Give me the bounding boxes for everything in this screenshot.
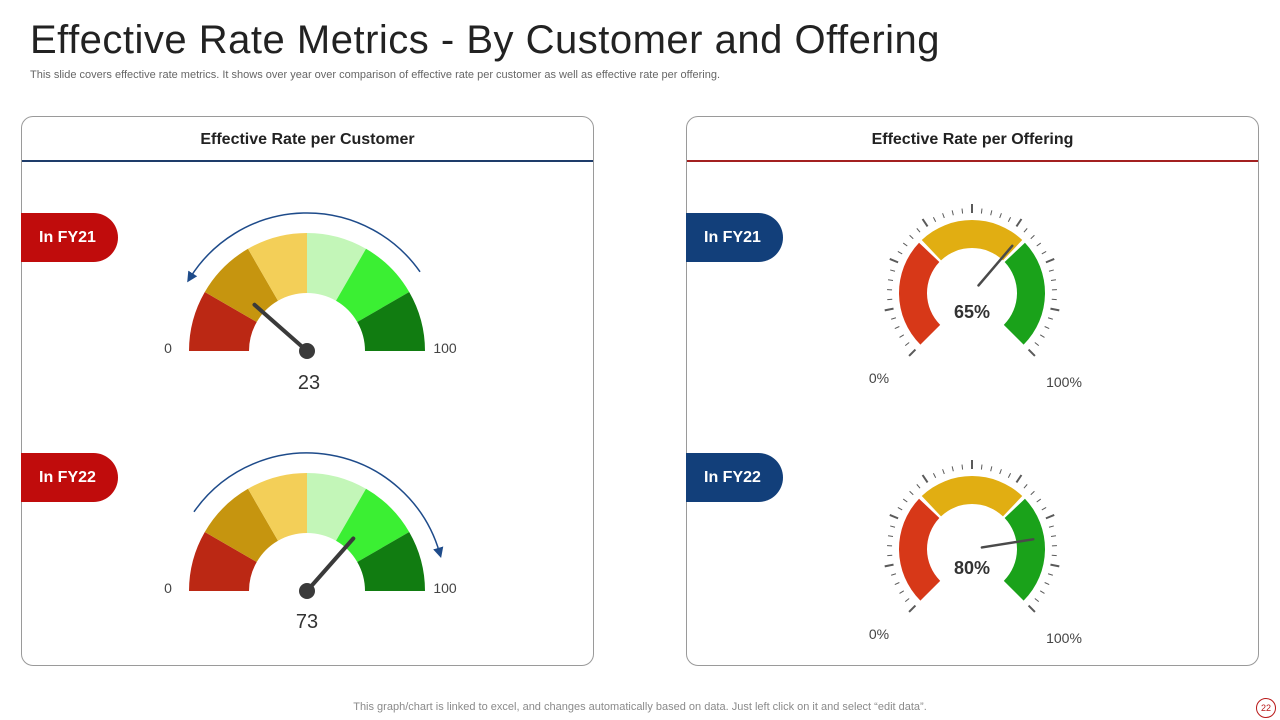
- offering-fy21-label: In FY21: [686, 213, 783, 262]
- footer-note: This graph/chart is linked to excel, and…: [353, 701, 927, 713]
- customer-panel: Effective Rate per Customer: [21, 116, 594, 666]
- page-subtitle: This slide covers effective rate metrics…: [30, 69, 721, 81]
- customer-fy21-label: In FY21: [21, 213, 118, 262]
- page-title: Effective Rate Metrics - By Customer and…: [30, 18, 941, 62]
- customer-panel-title: Effective Rate per Customer: [22, 117, 593, 162]
- offering-panel: Effective Rate per Offering: [686, 116, 1259, 666]
- page-number: 22: [1256, 698, 1276, 718]
- customer-fy22-label: In FY22: [21, 453, 118, 502]
- offering-panel-title: Effective Rate per Offering: [687, 117, 1258, 162]
- offering-fy22-label: In FY22: [686, 453, 783, 502]
